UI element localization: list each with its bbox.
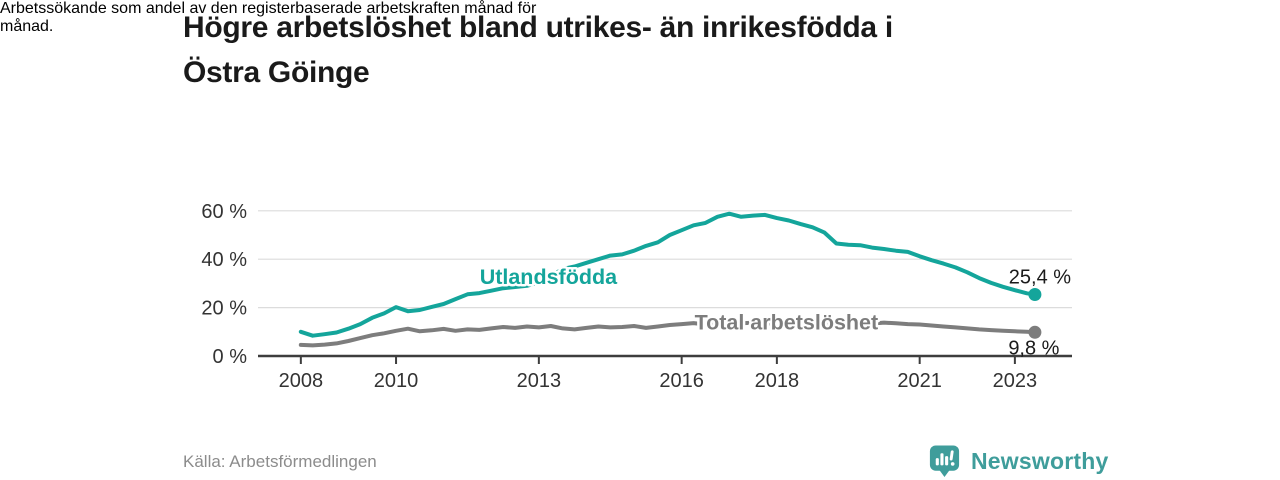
source-note: Källa: Arbetsförmedlingen <box>183 452 377 471</box>
page-subtitle-line1: Arbetssökande som andel av den registerb… <box>0 0 537 17</box>
series-line-utlandsfodda <box>298 211 1037 338</box>
brand-logo: Newsworthy <box>927 444 1108 478</box>
page-title: Högre arbetslöshet bland utrikes- än inr… <box>183 5 1123 95</box>
page-subtitle-line2: månad. <box>0 18 54 35</box>
y-tick-label: 0 % <box>213 346 248 368</box>
newsworthy-logo-icon <box>929 445 960 478</box>
series-end-value-utlandsfodda: 25,4 % <box>1009 267 1071 289</box>
unemployment-line-chart: 0 % 20 % 40 % 60 % 2008 2010 2013 2016 2018 2021 2… <box>201 201 1072 392</box>
series-end-value-total-arbetsloshet: 9,8 % <box>1008 337 1059 359</box>
x-tick-label: 2010 <box>374 370 419 392</box>
series-end-dot-utlandsfodda <box>1028 288 1042 301</box>
y-tick-label: 60 % <box>201 201 247 223</box>
y-tick-label: 40 % <box>201 249 247 271</box>
series-label-utlandsfodda: Utlandsfödda <box>480 265 618 289</box>
x-tick-label: 2023 <box>993 370 1038 392</box>
series-line-total-arbetsloshet <box>298 320 1037 348</box>
x-tick-label: 2021 <box>897 370 942 392</box>
page-title-line1: Högre arbetslöshet bland utrikes- än inr… <box>183 11 893 44</box>
series-end-dot-total-arbetsloshet <box>1028 325 1042 339</box>
x-tick-label: 2013 <box>517 370 562 392</box>
y-tick-label: 20 % <box>201 298 247 320</box>
x-tick-label: 2018 <box>755 370 800 392</box>
x-tick-label: 2008 <box>279 370 324 392</box>
brand-name: Newsworthy <box>971 447 1109 474</box>
page-title-line2: Östra Göinge <box>183 56 370 89</box>
x-tick-label: 2016 <box>659 370 704 392</box>
series-label-total-arbetsloshet: Total arbetslöshet <box>695 310 879 334</box>
